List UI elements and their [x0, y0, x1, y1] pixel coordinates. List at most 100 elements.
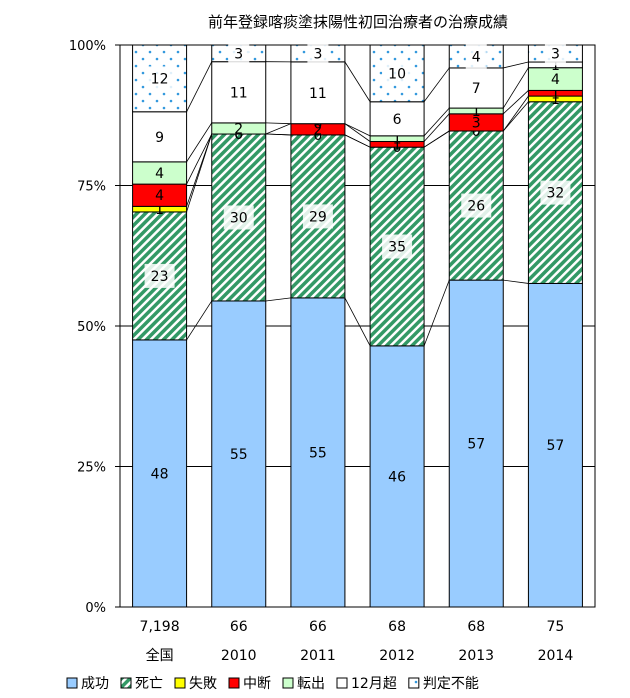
connector-line: [344, 61, 371, 102]
data-label: 32: [547, 186, 565, 202]
data-label: 4: [551, 72, 560, 88]
connector-line: [423, 107, 450, 137]
data-label: 4: [472, 49, 481, 65]
bar-segment: [132, 339, 188, 608]
label-bg: [228, 41, 250, 66]
data-label: 1: [155, 202, 164, 218]
connector-line: [265, 123, 292, 135]
data-label: 0: [234, 127, 243, 143]
y-tick-label: 75%: [77, 180, 106, 195]
data-label: 55: [309, 445, 327, 461]
connector-line: [423, 113, 450, 142]
label-bg: [461, 193, 492, 218]
data-label: 7: [472, 81, 481, 97]
legend-swatch: [228, 677, 240, 689]
data-label: 3: [472, 115, 481, 131]
chart-title: 前年登録喀痰塗抹陽性初回治療者の治療成績: [208, 13, 508, 31]
label-bg: [544, 41, 566, 66]
connector-line: [502, 101, 529, 132]
data-label: 0: [234, 127, 243, 143]
data-label: 9: [155, 130, 164, 146]
x-count-label: 68: [467, 619, 485, 635]
data-label: 57: [547, 438, 565, 454]
label-bg: [144, 263, 175, 288]
label-bg: [144, 66, 175, 91]
data-label: 23: [151, 269, 169, 285]
legend-label: 中断: [243, 676, 271, 692]
data-label: 0: [313, 117, 322, 133]
data-label: 35: [388, 240, 406, 256]
x-count-label: 66: [309, 619, 327, 635]
connector-line: [423, 279, 450, 347]
data-label: 2: [234, 121, 243, 137]
x-count-label: 68: [388, 619, 406, 635]
data-label: 0: [472, 124, 481, 140]
legend-label: 死亡: [135, 676, 163, 692]
label-bg: [223, 205, 254, 230]
connector-line: [503, 279, 529, 284]
legend-label: 成功: [81, 676, 109, 692]
label-bg: [465, 44, 487, 69]
connector-line: [502, 90, 529, 115]
y-tick-label: 50%: [77, 320, 106, 335]
legend-label: 12月超: [351, 676, 397, 692]
legend-item: 転出: [282, 676, 325, 692]
legend-item: 判定不能: [408, 676, 479, 692]
bar-segment: [527, 282, 583, 608]
connector-line: [423, 130, 450, 148]
label-bg: [302, 204, 333, 229]
data-label: 3: [313, 46, 322, 62]
data-label: 11: [230, 85, 248, 101]
y-tick-label: 100%: [69, 39, 106, 54]
data-label: 48: [151, 466, 169, 482]
bar-segment: [132, 111, 188, 163]
connector-line: [265, 297, 291, 302]
label-bg: [540, 180, 571, 205]
bar-segment: [369, 345, 425, 608]
y-tick-label: 25%: [77, 461, 106, 476]
legend-item: 中断: [228, 676, 271, 692]
data-label: 12: [151, 71, 169, 87]
legend-label: 転出: [297, 676, 325, 692]
data-label: 1: [472, 104, 481, 120]
legend-swatch: [66, 677, 78, 689]
data-label: 3: [551, 47, 560, 63]
label-bg: [382, 234, 413, 259]
legend-swatch: [282, 677, 294, 689]
legend-item: 12月超: [336, 676, 397, 692]
x-count-label: 7,198: [140, 619, 180, 635]
connector-line: [265, 133, 291, 136]
bar-segment: [290, 297, 346, 608]
data-label: 1: [551, 92, 560, 108]
data-label: 1: [393, 137, 402, 153]
connector-line: [186, 133, 213, 207]
data-label: 4: [155, 166, 164, 182]
data-label: 0: [393, 140, 402, 156]
data-label: 11: [309, 86, 327, 102]
data-label: 57: [467, 437, 485, 453]
connector-line: [344, 134, 371, 148]
legend-item: 死亡: [120, 676, 163, 692]
legend-item: 失敗: [174, 676, 217, 692]
legend-label: 判定不能: [423, 676, 479, 692]
bar-segment: [369, 101, 425, 137]
connector-line: [186, 61, 213, 112]
legend-swatch: [408, 677, 420, 689]
data-label: 29: [309, 209, 327, 225]
connector-line: [186, 122, 213, 163]
data-label: 3: [234, 46, 243, 62]
connector-line: [502, 95, 529, 132]
data-label: 2: [313, 122, 322, 138]
x-category-label: 2013: [458, 648, 494, 664]
bar-segment: [527, 101, 583, 284]
x-count-label: 75: [547, 619, 565, 635]
legend-swatch: [336, 677, 348, 689]
connector-line: [344, 123, 371, 142]
connector-line: [502, 67, 529, 109]
x-category-label: 2011: [300, 648, 336, 664]
data-label: 10: [388, 66, 406, 82]
x-category-label: 2014: [538, 648, 574, 664]
data-label: 1: [551, 86, 560, 102]
connector-line: [503, 61, 529, 69]
